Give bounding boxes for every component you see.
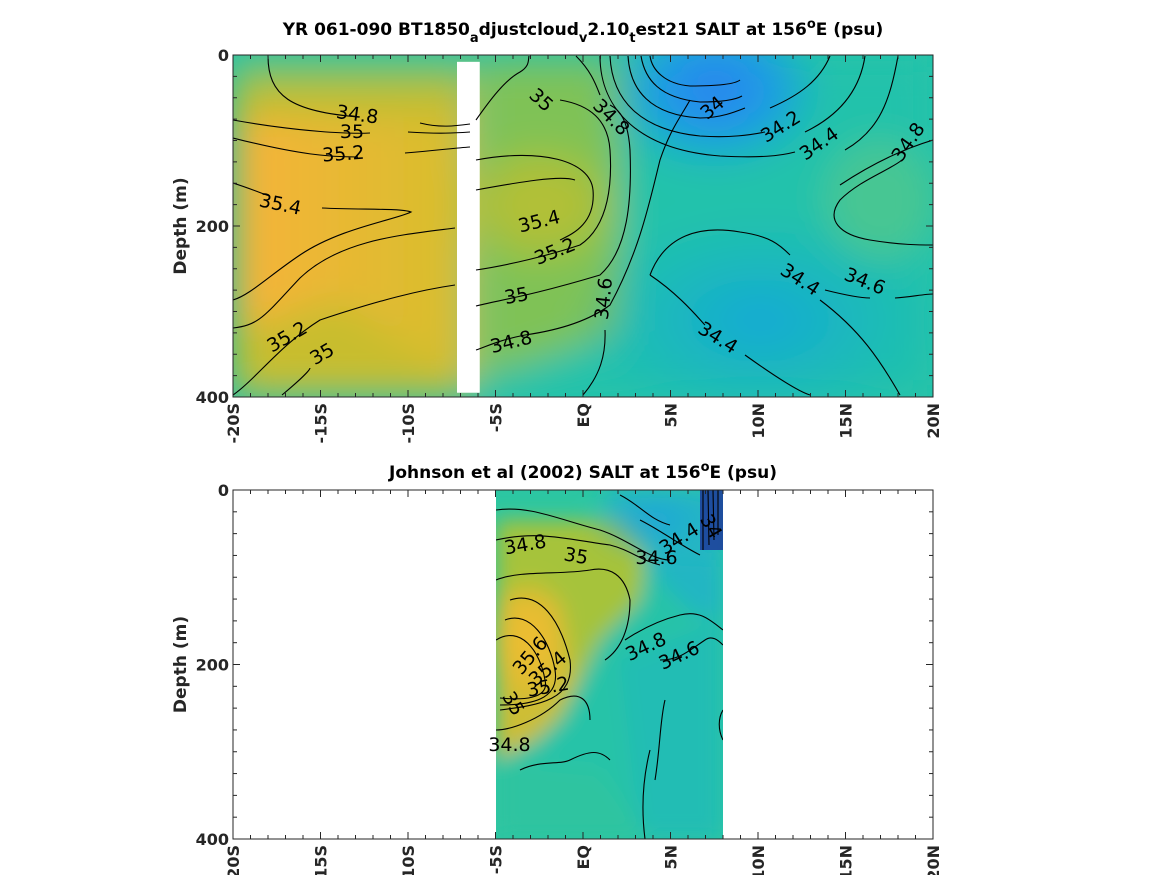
title-part: E (psu) [710, 463, 777, 483]
x-tick-label: 5N [662, 845, 681, 870]
chart-title: Johnson et al (2002) SALT at 156oE (psu) [388, 460, 777, 483]
missing-data-band [457, 61, 480, 393]
salinity-field [233, 55, 933, 397]
y-axis-label: Depth (m) [171, 616, 191, 713]
contour-label: 35 [340, 121, 364, 143]
title-part: v [579, 31, 588, 46]
title-part: o [701, 460, 710, 475]
title-part: djustcloud [479, 20, 579, 40]
x-tick-label: EQ [574, 845, 593, 870]
y-tick-label: 0 [218, 481, 229, 500]
title-part: a [470, 31, 479, 46]
title-part: E (psu) [816, 20, 883, 40]
y-tick-label: 400 [196, 388, 229, 407]
contour-label: 35 [503, 283, 531, 309]
x-tick-label: -5S [487, 845, 506, 874]
x-tick-label: 15N [837, 403, 856, 439]
x-tick-label: -15S [312, 845, 331, 875]
model-salinity-panel: YR 061-090 BT1850adjustcloudv2.10test21 … [171, 17, 943, 443]
axis-ticks: -20S -15S -10S -5S EQ 5N 10N 15N 20N 0 200 400 [196, 46, 943, 443]
title-part: 2.10 [587, 20, 629, 40]
salinity-field [496, 490, 723, 839]
y-tick-label: 0 [218, 46, 229, 65]
x-tick-label: -20S [224, 403, 243, 443]
contour-label: 35 [562, 543, 590, 569]
x-tick-label: 20N [924, 845, 943, 875]
contour-label: 34.8 [488, 734, 530, 756]
title-part: YR 061-090 BT1850 [282, 20, 470, 40]
chart-title: YR 061-090 BT1850adjustcloudv2.10test21 … [282, 17, 883, 46]
title-part: t [629, 31, 635, 46]
y-tick-label: 400 [196, 830, 229, 849]
x-tick-label: 15N [837, 845, 856, 875]
axis-ticks: -20S -15S -10S -5S EQ 5N 10N 15N 20N 0 200 400 [196, 481, 943, 875]
x-tick-label: 20N [924, 403, 943, 439]
contour-lines [496, 490, 723, 839]
y-tick-label: 200 [196, 656, 229, 675]
x-tick-label: -20S [224, 845, 243, 875]
x-tick-label: 5N [662, 403, 681, 428]
x-tick-label: 10N [749, 403, 768, 439]
x-tick-label: EQ [574, 403, 593, 428]
title-part: est21 SALT at 156 [636, 20, 807, 40]
title-part: Johnson et al (2002) SALT at 156 [388, 463, 701, 483]
contour-lines [233, 55, 933, 396]
y-axis-label: Depth (m) [171, 177, 191, 274]
x-tick-label: -5S [487, 403, 506, 432]
x-tick-label: 10N [749, 845, 768, 875]
y-tick-label: 200 [196, 217, 229, 236]
contour-label: 35.2 [321, 142, 365, 167]
x-tick-label: -15S [312, 403, 331, 443]
contour-label: 34.6 [635, 547, 677, 569]
title-part: o [807, 17, 816, 32]
contour-label: 34.6 [591, 276, 617, 320]
observed-salinity-panel: Johnson et al (2002) SALT at 156oE (psu) [171, 460, 943, 875]
x-tick-label: -10S [399, 403, 418, 443]
x-tick-label: -10S [399, 845, 418, 875]
